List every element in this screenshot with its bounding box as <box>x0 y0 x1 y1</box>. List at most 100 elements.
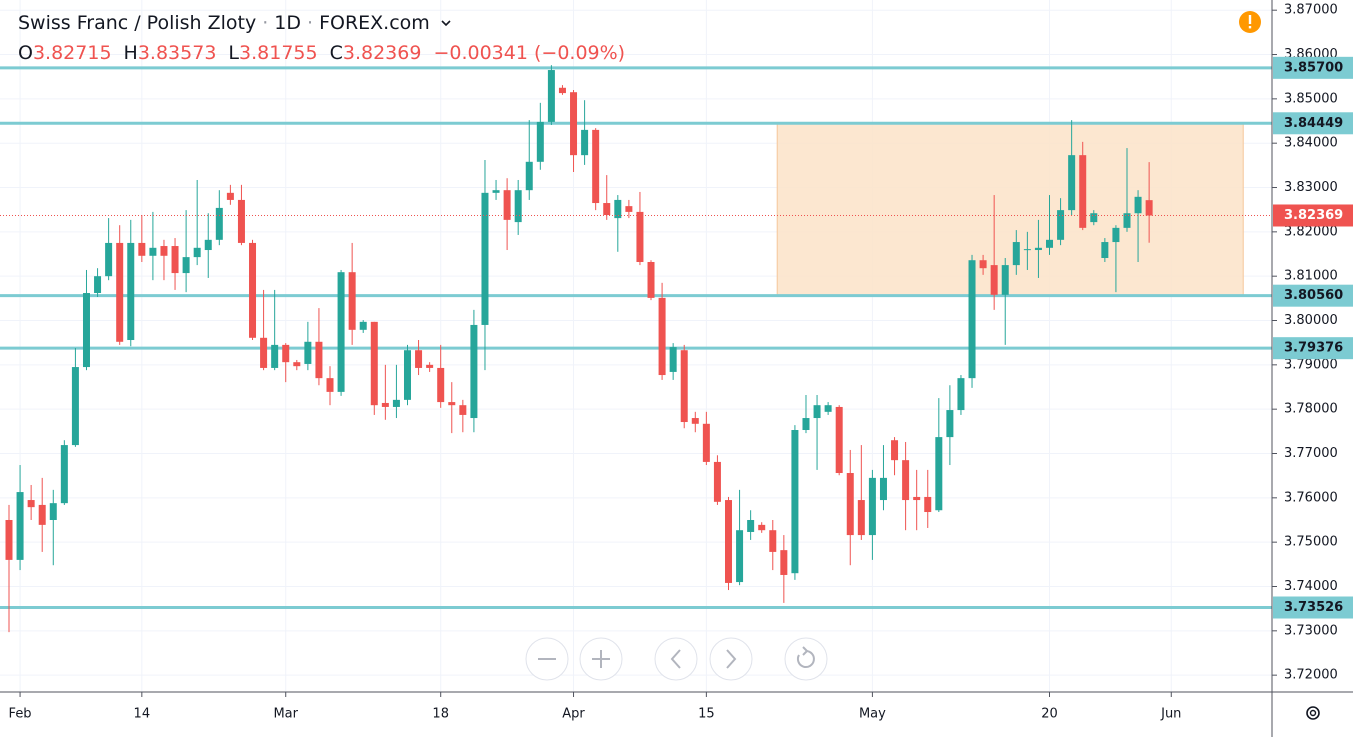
candle-body <box>658 297 666 376</box>
candle-body <box>614 199 622 219</box>
candle-body <box>1046 239 1054 248</box>
level-label-bg <box>1273 56 1353 79</box>
ohlc-label: C <box>329 42 343 64</box>
candle-body <box>525 161 533 191</box>
y-tick-label: 3.76000 <box>1284 490 1338 505</box>
candle-body <box>249 242 257 338</box>
y-tick-label: 3.78000 <box>1284 402 1338 417</box>
candle-body <box>193 247 201 258</box>
level-label: 3.73526 <box>1284 600 1343 615</box>
candle-body <box>260 337 268 368</box>
source: FOREX.com <box>319 12 430 34</box>
candle-body <box>348 272 356 330</box>
candle-body <box>470 324 478 419</box>
candle-body <box>71 367 79 446</box>
candle-body <box>1145 200 1153 216</box>
candle-body <box>935 437 943 511</box>
candle-body <box>5 519 13 560</box>
ohlc-label: H <box>123 42 138 64</box>
candle-body <box>304 341 312 364</box>
candle-body <box>182 257 190 274</box>
candle-body <box>957 378 965 411</box>
interval: 1D <box>274 12 302 34</box>
settings-button[interactable] <box>1306 706 1320 720</box>
candle-body <box>1101 242 1109 259</box>
candle-body <box>879 477 887 501</box>
candle-body <box>581 129 589 156</box>
candle-body <box>127 242 135 341</box>
level-label: 3.84449 <box>1284 116 1343 131</box>
candle-body <box>769 530 777 552</box>
candle-body <box>603 203 611 216</box>
candle-body <box>1001 265 1009 295</box>
symbol-row: Swiss Franc / Polish Zloty · 1D · FOREX.com <box>18 8 625 38</box>
candle-body <box>38 504 46 525</box>
candle-body <box>138 242 146 256</box>
alert-icon[interactable] <box>1239 11 1261 33</box>
candle-body <box>691 418 699 424</box>
zoom-out-button[interactable] <box>525 637 569 681</box>
candle-body <box>226 192 234 200</box>
level-label: 3.85700 <box>1284 60 1343 75</box>
dropdown-caret[interactable] <box>440 19 452 29</box>
candle-body <box>370 321 378 406</box>
candle-body <box>946 410 954 438</box>
candle-body <box>426 364 434 368</box>
level-label-bg <box>1273 112 1353 135</box>
level-label-bg <box>1273 337 1353 360</box>
candle-body <box>27 500 35 508</box>
candle-body <box>891 440 899 461</box>
scroll-left-button[interactable] <box>654 637 698 681</box>
y-tick-label: 3.72000 <box>1284 668 1338 683</box>
candle-body <box>835 406 843 474</box>
candle-body <box>1112 227 1120 243</box>
candle-body <box>437 367 445 403</box>
scroll-right-button[interactable] <box>709 637 753 681</box>
candle-body <box>1012 242 1020 266</box>
candle-body <box>979 260 987 269</box>
candle-body <box>1023 249 1031 251</box>
x-tick-label: 15 <box>698 707 715 722</box>
last-price-label: 3.82369 <box>1284 208 1343 223</box>
symbol-title: Swiss Franc / Polish Zloty <box>18 12 257 34</box>
candle-body <box>215 207 223 240</box>
candle-body <box>846 473 854 536</box>
reset-button[interactable] <box>784 637 828 681</box>
x-tick-label: 20 <box>1041 707 1058 722</box>
zoom-in-button[interactable] <box>579 637 623 681</box>
candle-body <box>492 190 500 193</box>
candle-body <box>968 260 976 379</box>
candle-body <box>702 423 710 462</box>
candle-body <box>813 405 821 419</box>
candle-body <box>94 276 102 294</box>
ohlc-label: O <box>18 42 33 64</box>
candle-body <box>60 445 68 504</box>
candle-body <box>271 344 279 368</box>
candle-body <box>536 121 544 162</box>
y-tick-label: 3.85000 <box>1284 91 1338 106</box>
candle-body <box>990 265 998 295</box>
candle-body <box>481 192 489 325</box>
y-tick-label: 3.80000 <box>1284 313 1338 328</box>
change: −0.00341 (−0.09%) <box>433 42 626 64</box>
x-tick-label: Feb <box>9 707 32 722</box>
candle-body <box>171 246 179 274</box>
level-label: 3.80560 <box>1284 288 1343 303</box>
candle-body <box>403 350 411 400</box>
candle-body <box>636 211 644 262</box>
candle-body <box>791 430 799 574</box>
y-tick-label: 3.73000 <box>1284 623 1338 638</box>
toolbar <box>525 637 828 681</box>
y-tick-label: 3.87000 <box>1284 3 1338 18</box>
level-label-bg <box>1273 596 1353 619</box>
y-tick-label: 3.75000 <box>1284 535 1338 550</box>
candle-body <box>160 246 168 256</box>
candle-body <box>592 129 600 204</box>
candle-body <box>802 418 810 431</box>
candle-body <box>392 399 400 407</box>
candle-body <box>116 242 124 342</box>
candle-body <box>1057 210 1065 240</box>
candle-body <box>1134 196 1142 214</box>
